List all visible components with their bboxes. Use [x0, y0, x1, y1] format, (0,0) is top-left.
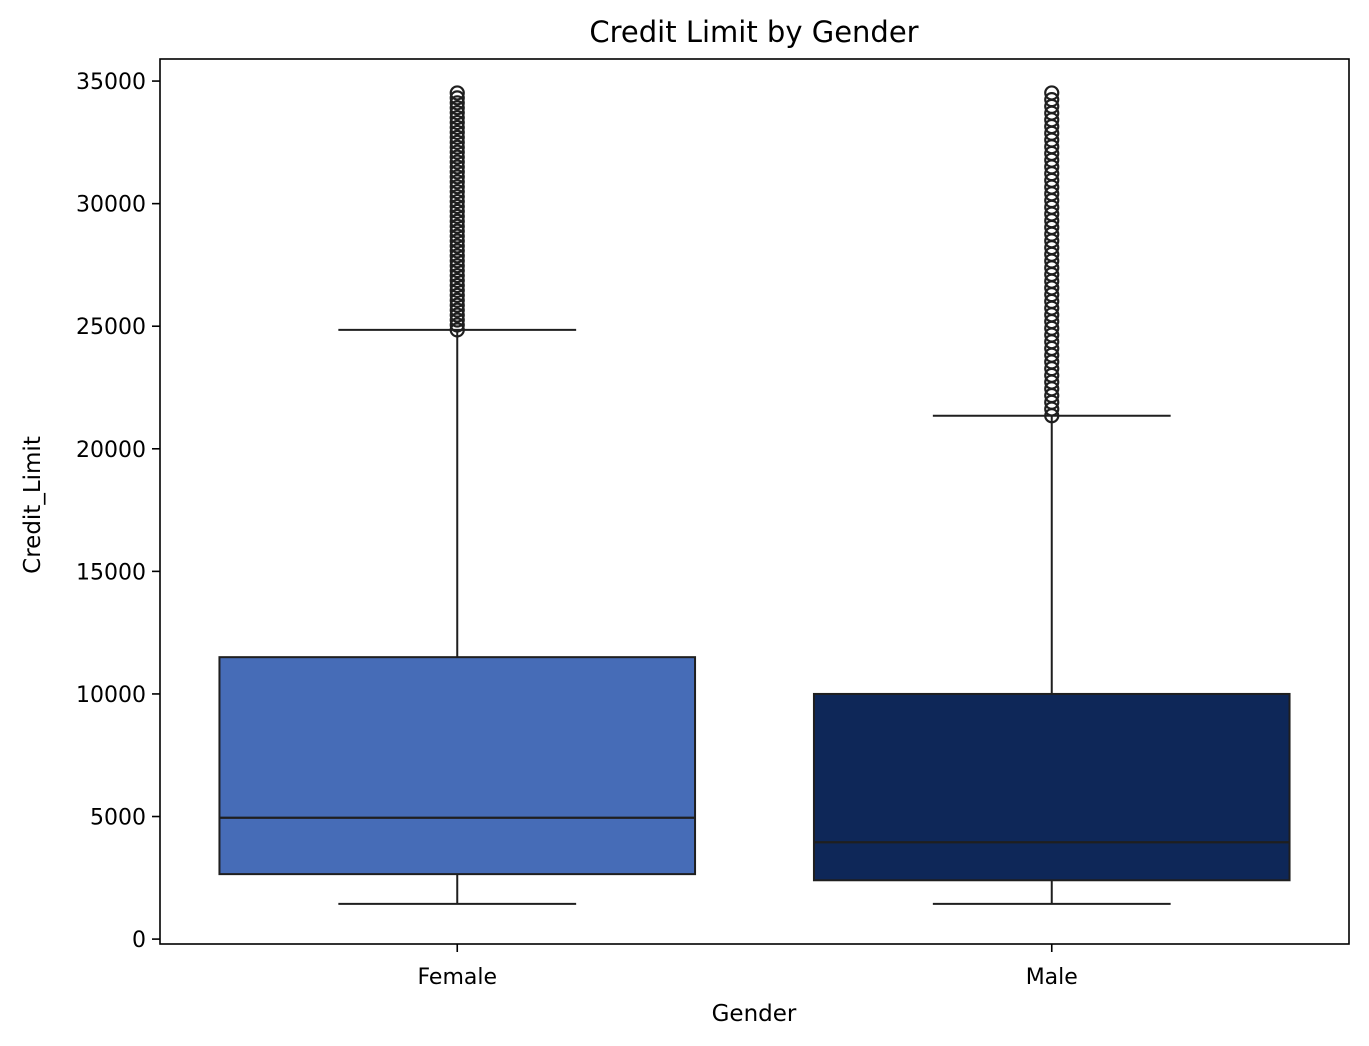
outlier-point	[449, 233, 465, 249]
y-tick-label: 25000	[76, 315, 146, 340]
outlier-point	[449, 100, 465, 116]
outlier-point	[449, 312, 465, 328]
outlier-point	[449, 193, 465, 210]
y-axis-label: Credit_Limit	[20, 436, 46, 574]
outlier-point	[449, 105, 465, 121]
outlier-point	[1044, 92, 1060, 108]
outlier-point	[449, 228, 465, 244]
y-tick-label: 0	[132, 928, 146, 953]
box-group-female	[218, 85, 697, 905]
outlier-point	[449, 218, 465, 234]
outlier-point	[449, 292, 465, 308]
outlier-point	[449, 213, 465, 229]
outlier-point	[449, 267, 465, 284]
box-group-male	[812, 85, 1291, 905]
outlier-point	[449, 258, 465, 274]
axes: 0 5000 10000 15000 20000 25000 30000 35000 Femal…	[76, 70, 1078, 990]
outlier-point	[449, 164, 465, 180]
outlier-point	[449, 124, 465, 141]
outlier-point	[449, 119, 465, 136]
outlier-point	[449, 144, 465, 160]
plot-frame	[159, 58, 1350, 945]
outlier-point	[449, 184, 465, 200]
outlier-point	[449, 253, 465, 269]
chart-title: Credit Limit by Gender	[589, 15, 918, 49]
iqr-box	[218, 656, 697, 876]
y-tick-label: 15000	[76, 560, 146, 585]
outlier-point	[449, 302, 465, 318]
outlier-point	[449, 198, 465, 215]
outlier-point	[449, 189, 465, 205]
outlier-point	[449, 139, 465, 155]
outlier-point	[449, 277, 465, 294]
outlier-point	[449, 129, 465, 145]
outlier-point	[449, 169, 465, 185]
outlier-point	[449, 90, 465, 106]
outlier-point	[449, 287, 465, 303]
y-tick-label: 10000	[76, 683, 146, 708]
outlier-point	[449, 263, 465, 279]
outlier-point	[449, 243, 465, 259]
outlier-point	[449, 179, 465, 195]
outlier-point	[449, 149, 465, 165]
y-tick-label: 30000	[76, 193, 146, 218]
outlier-point	[449, 223, 465, 239]
outlier-point	[449, 282, 465, 298]
outlier-point	[449, 297, 465, 313]
outlier-point	[449, 114, 465, 131]
outlier-point	[449, 203, 465, 220]
outlier-point	[449, 154, 465, 170]
y-tick-label: 5000	[90, 806, 146, 831]
outlier-point	[449, 174, 465, 190]
y-tick-label: 20000	[76, 438, 146, 463]
outlier-point	[449, 85, 465, 101]
outlier-point	[449, 248, 465, 264]
outlier-point	[449, 208, 465, 224]
iqr-box	[812, 692, 1291, 882]
y-tick-label: 35000	[76, 70, 146, 95]
plot-area	[218, 85, 1291, 905]
outlier-point	[449, 110, 465, 126]
outlier-point	[449, 272, 465, 289]
outlier-point	[449, 307, 465, 323]
x-tick-label: Female	[417, 965, 497, 990]
outlier-point	[449, 134, 465, 150]
outlier-point	[1044, 85, 1060, 101]
x-tick-label: Male	[1026, 965, 1078, 990]
outlier-point	[449, 159, 465, 175]
outlier-point	[449, 95, 465, 111]
outlier-point	[449, 238, 465, 254]
x-axis-label: Gender	[712, 1001, 797, 1027]
